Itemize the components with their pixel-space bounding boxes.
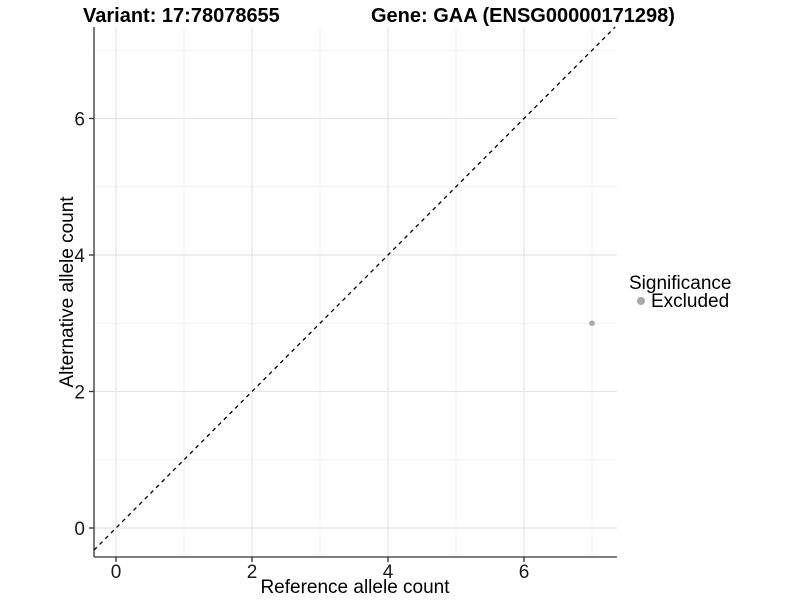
x-tick-label: 2 xyxy=(247,562,258,583)
y-tick-labels: 0 2 4 6 xyxy=(74,110,85,541)
axis-lines xyxy=(93,27,617,558)
legend-key-dot xyxy=(637,297,645,305)
legend-item-label: Excluded xyxy=(651,291,729,312)
identity-line xyxy=(93,26,616,551)
plot-title-gene: Gene: GAA (ENSG00000171298) xyxy=(371,5,675,27)
x-tick-labels: 0 2 4 6 xyxy=(111,562,530,583)
y-tick-label: 2 xyxy=(74,383,85,404)
y-axis-title: Alternative allele count xyxy=(57,196,78,388)
y-tick-label: 0 xyxy=(74,519,85,540)
x-axis-title: Reference allele count xyxy=(260,577,450,598)
legend: Significance Excluded xyxy=(629,273,731,312)
gridlines-minor xyxy=(94,27,617,557)
data-points xyxy=(589,320,595,327)
x-tick-label: 4 xyxy=(383,562,394,583)
y-tick-label: 6 xyxy=(74,110,85,131)
y-tick-label: 4 xyxy=(74,246,85,267)
x-tick-label: 0 xyxy=(111,562,122,583)
plot-title-variant: Variant: 17:78078655 xyxy=(83,5,280,27)
x-tick-label: 6 xyxy=(519,562,530,583)
gridlines-major xyxy=(94,27,617,557)
legend-title: Significance xyxy=(629,273,731,294)
axis-tick-marks xyxy=(89,117,525,562)
data-point xyxy=(589,320,595,327)
